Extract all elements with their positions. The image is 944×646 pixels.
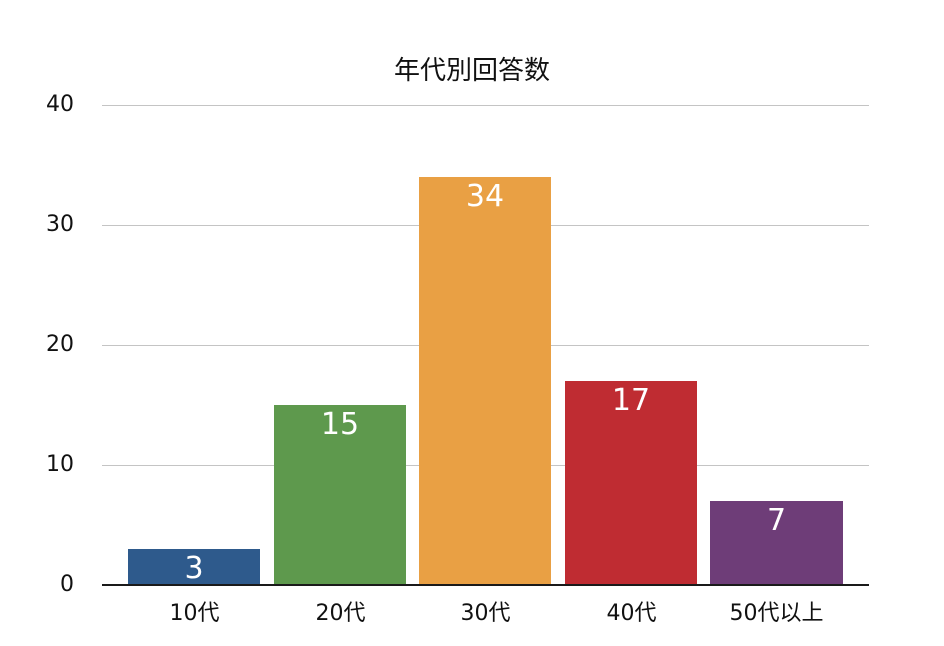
- bar-40s: 17: [565, 381, 697, 585]
- y-tick-30: 30: [46, 212, 74, 237]
- y-tick-40: 40: [46, 92, 74, 117]
- bar-50s-plus: 7: [710, 501, 843, 585]
- bar-value-label: 3: [184, 551, 204, 586]
- chart-title: 年代別回答数: [393, 56, 550, 86]
- bar-value-label: 15: [320, 407, 360, 442]
- x-axis-line: [102, 584, 869, 586]
- x-tick-10s: 10代: [169, 601, 220, 626]
- y-tick-20: 20: [46, 332, 74, 357]
- bar-value-label: 34: [465, 179, 505, 214]
- x-tick-30s: 30代: [460, 601, 511, 626]
- x-tick-20s: 20代: [315, 601, 366, 626]
- bar-30s: 34: [419, 177, 551, 585]
- bar-value-label: 17: [611, 383, 651, 418]
- y-tick-10: 10: [46, 452, 74, 477]
- gridline-40: [102, 105, 869, 106]
- x-tick-40s: 40代: [606, 601, 657, 626]
- y-tick-0: 0: [60, 572, 74, 597]
- bar-20s: 15: [274, 405, 406, 585]
- plot-area: 3 15 34 17 7 10代 20代 30代 40代 50代以上: [102, 105, 869, 626]
- bar-10s: 3: [128, 549, 260, 586]
- bar-value-label: 7: [766, 503, 787, 538]
- x-tick-50s-plus: 50代以上: [729, 601, 824, 626]
